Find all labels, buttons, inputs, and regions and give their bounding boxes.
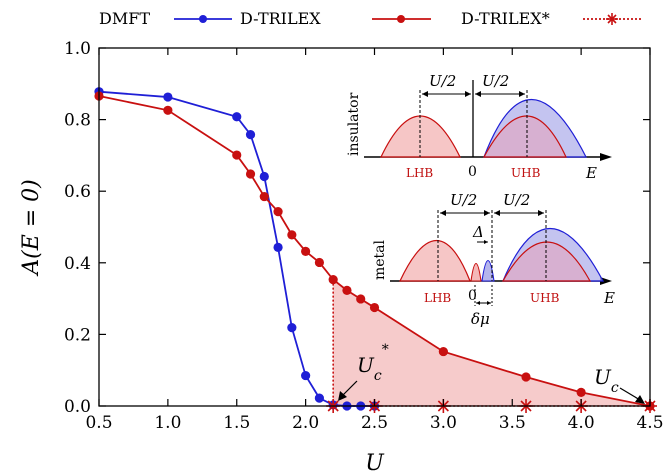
x-tick-label: 4.5 <box>636 413 663 433</box>
data-point-dmft <box>273 242 283 253</box>
inset-metal-half-u-right: U/2 <box>503 191 530 209</box>
data-point-dtrilex <box>259 191 269 202</box>
x-tick-label: 1.5 <box>223 413 250 433</box>
inset-insulator-uhb-red-band <box>482 115 567 158</box>
inset-insulator-axis-arrow <box>600 153 612 161</box>
y-tick-label: 0.4 <box>64 254 91 274</box>
x-tick-label: 2.0 <box>292 413 319 433</box>
inset-insulator-right-arrowheads <box>475 91 525 97</box>
data-point-dtrilex <box>328 275 338 285</box>
legend-marker-dmft <box>199 15 207 23</box>
data-point-dmft <box>232 112 242 122</box>
inset-metal-delta-label: Δ <box>472 223 484 241</box>
inset-schematic: insulator U/2 U/2 0 LHB UHB E metal <box>346 72 615 328</box>
data-point-dtrilex <box>232 150 242 160</box>
inset-metal-deltamu-label: δμ <box>471 310 490 328</box>
y-axis-title: A(E = 0) <box>19 179 44 277</box>
x-tick-label: 3.0 <box>430 413 457 433</box>
inset-metal-axis-arrow <box>600 277 612 285</box>
data-point-dtrilex <box>438 346 448 357</box>
inset-insulator-energy-label: E <box>585 164 597 182</box>
inset-metal-label: metal <box>372 239 388 280</box>
data-point-dmft <box>301 370 311 381</box>
x-tick-label: 4.0 <box>568 413 595 433</box>
legend-marker-dtrilex <box>397 15 405 23</box>
x-tick-label: 0.5 <box>85 413 112 433</box>
inset-metal-energy-label: E <box>603 289 615 307</box>
x-tick-label: 1.0 <box>154 413 181 433</box>
data-point-dmft <box>163 92 173 102</box>
x-axis-title: U <box>365 451 385 476</box>
data-point-dtrilex <box>342 285 352 295</box>
inset-insulator-uhb-label: UHB <box>511 166 541 180</box>
inset-metal-qp-red-peak <box>470 262 482 282</box>
legend-label-dtrilex: D-TRILEX <box>240 9 321 28</box>
legend-label-dmft: DMFT <box>99 9 150 28</box>
y-tick-label: 0.2 <box>64 325 91 345</box>
data-point-dmft <box>287 322 297 333</box>
x-tick-label: 3.5 <box>499 413 526 433</box>
data-point-dmft <box>245 130 256 140</box>
legend: DMFT D-TRILEX D-TRILEX* <box>99 9 642 28</box>
data-point-dtrilex <box>521 372 531 382</box>
data-point-dtrilex <box>576 387 586 397</box>
data-point-dtrilex <box>369 302 380 313</box>
data-point-dtrilex <box>287 230 297 240</box>
legend-marker-dtrilex-star <box>606 13 618 25</box>
x-tick-label: 2.5 <box>361 413 388 433</box>
data-point-dtrilex <box>163 105 173 115</box>
annotation-uc-star-arrow <box>341 380 358 397</box>
inset-metal-zero: 0 <box>468 288 477 304</box>
annotation-uc-arrow <box>619 387 641 401</box>
y-tick-label: 0.6 <box>64 182 91 202</box>
inset-insulator-zero: 0 <box>468 164 477 180</box>
annotation-uc-arrowhead <box>635 395 645 404</box>
inset-metal-delta-arrowhead <box>484 240 488 244</box>
y-tick-label: 0.0 <box>64 397 91 417</box>
annotation-uc: Uc <box>594 365 619 396</box>
data-point-dtrilex <box>301 246 311 256</box>
data-point-dmft <box>259 171 269 182</box>
inset-metal-right-arrowheads <box>494 210 544 216</box>
inset-metal-half-u-left: U/2 <box>450 191 477 209</box>
inset-metal-deltamu-arrowheads <box>476 301 491 305</box>
data-point-dtrilex <box>356 294 366 304</box>
data-point-dmft <box>314 393 324 403</box>
inset-metal-uhb-label: UHB <box>530 291 560 305</box>
y-tick-label: 1.0 <box>64 39 91 59</box>
inset-metal-lhb-label: LHB <box>424 291 451 305</box>
inset-metal-qp-blue-peak <box>481 259 495 282</box>
data-point-dtrilex <box>273 207 283 217</box>
inset-insulator-half-u-right: U/2 <box>482 72 509 90</box>
legend-label-dtrilex-star: D-TRILEX* <box>461 9 550 28</box>
inset-metal-left-arrowheads <box>440 210 490 216</box>
inset-insulator-lhb-label: LHB <box>406 166 433 180</box>
inset-insulator-label: insulator <box>346 92 362 156</box>
y-tick-label: 0.8 <box>64 111 91 131</box>
inset-insulator-half-u-left: U/2 <box>429 72 456 90</box>
data-point-dtrilex <box>314 257 324 268</box>
data-point-dtrilex <box>245 169 256 179</box>
inset-insulator-left-arrowheads <box>422 91 471 97</box>
inset-metal-lhb-band <box>399 239 471 282</box>
shaded-region <box>333 279 650 406</box>
annotation-uc-star-arrowhead <box>338 391 347 401</box>
